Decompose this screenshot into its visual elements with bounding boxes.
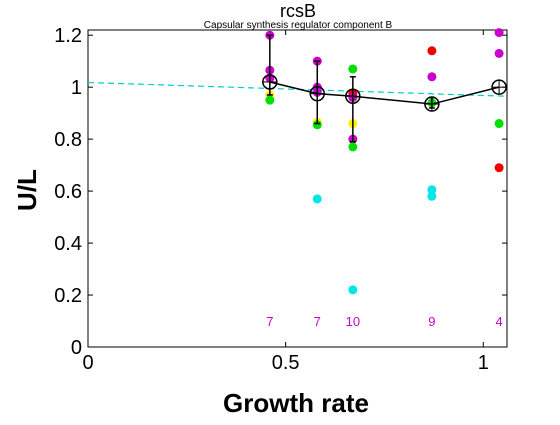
data-point	[427, 46, 437, 56]
data-point	[427, 72, 437, 82]
plot-frame	[87, 29, 508, 348]
y-tick-label: 0.8	[54, 129, 82, 151]
data-points-group	[265, 28, 504, 295]
data-point	[312, 194, 322, 204]
count-label: 10	[346, 314, 360, 329]
data-point	[494, 28, 504, 38]
axes-frame	[87, 29, 508, 348]
data-point	[348, 285, 358, 295]
mean-line	[269, 81, 500, 105]
data-point	[312, 120, 322, 130]
mean-series-group	[262, 34, 507, 143]
y-tick-label: 0.2	[54, 285, 82, 307]
y-axis-label: U/L	[12, 169, 42, 211]
data-point	[427, 191, 437, 201]
count-label: 9	[428, 314, 435, 329]
count-label: 7	[266, 314, 273, 329]
count-label: 7	[314, 314, 321, 329]
y-tick-label: 1	[71, 77, 82, 99]
data-point	[348, 142, 358, 152]
y-tick-label: 0	[71, 337, 82, 359]
data-point	[427, 185, 437, 195]
tick-labels-group: 0 0.5 100.20.40.60.811.2	[54, 25, 489, 374]
x-tick-label: 1	[478, 352, 489, 374]
y-tick-label: 0.4	[54, 233, 82, 255]
data-point	[348, 64, 358, 74]
data-point	[265, 95, 275, 105]
x-tick-label: 0.5	[272, 352, 300, 374]
y-tick-label: 0.6	[54, 181, 82, 203]
x-tick-label: 0	[82, 352, 93, 374]
data-point	[494, 163, 504, 173]
y-tick-label: 1.2	[54, 25, 82, 47]
data-point	[494, 119, 504, 129]
chart-subtitle: Capsular synthesis regulator component B	[204, 20, 393, 31]
data-point	[494, 48, 504, 58]
chart-title: rcsB	[280, 1, 316, 21]
count-labels-group: 7 7 10 9 4	[266, 314, 502, 329]
count-label: 4	[495, 314, 502, 329]
x-axis-label: Growth rate	[223, 388, 369, 418]
